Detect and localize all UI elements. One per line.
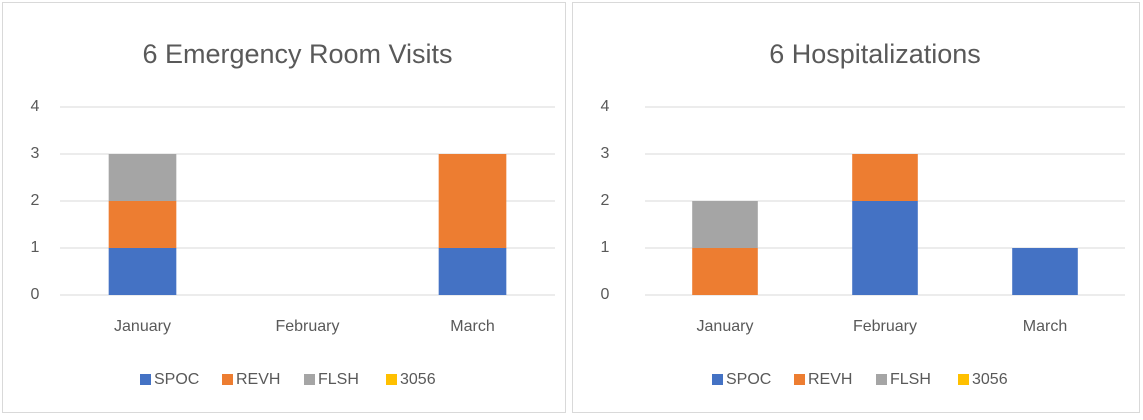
legend-label: SPOC — [726, 371, 771, 388]
legend-label: 3056 — [400, 371, 436, 388]
legend-swatch — [386, 374, 397, 385]
bar-segment — [108, 248, 177, 295]
legend-label: REVH — [808, 371, 852, 388]
legend-label: SPOC — [154, 371, 199, 388]
bar-segment — [692, 201, 758, 248]
x-tick-label: February — [853, 318, 917, 335]
y-tick-label: 0 — [31, 286, 40, 303]
legend-swatch — [794, 374, 805, 385]
legend-swatch — [876, 374, 887, 385]
bar-segment — [438, 154, 507, 248]
y-tick-label: 1 — [601, 239, 610, 256]
x-tick-label: January — [697, 318, 754, 335]
legend-swatch — [712, 374, 723, 385]
legend-swatch — [222, 374, 233, 385]
legend-label: FLSH — [890, 371, 931, 388]
chart-title: 6 Emergency Room Visits — [142, 39, 452, 69]
y-tick-label: 4 — [601, 98, 610, 115]
x-tick-label: March — [450, 318, 494, 335]
bar-segment — [692, 248, 758, 295]
y-tick-label: 3 — [31, 145, 40, 162]
legend-label: REVH — [236, 371, 280, 388]
bar-segment — [852, 201, 918, 295]
x-tick-label: March — [1023, 318, 1067, 335]
chart-title: 6 Hospitalizations — [769, 39, 981, 69]
bar-segment — [1012, 248, 1078, 295]
x-tick-label: February — [275, 318, 339, 335]
bar-segment — [108, 154, 177, 201]
legend-swatch — [140, 374, 151, 385]
y-tick-label: 4 — [31, 98, 40, 115]
legend-swatch — [304, 374, 315, 385]
y-tick-label: 2 — [31, 192, 40, 209]
y-tick-label: 1 — [31, 239, 40, 256]
legend-label: FLSH — [318, 371, 359, 388]
y-tick-label: 3 — [601, 145, 610, 162]
bar-segment — [852, 154, 918, 201]
bar-segment — [438, 248, 507, 295]
legend-label: 3056 — [972, 371, 1008, 388]
y-tick-label: 0 — [601, 286, 610, 303]
legend-swatch — [958, 374, 969, 385]
bar-segment — [108, 201, 177, 248]
x-tick-label: January — [114, 318, 171, 335]
y-tick-label: 2 — [601, 192, 610, 209]
